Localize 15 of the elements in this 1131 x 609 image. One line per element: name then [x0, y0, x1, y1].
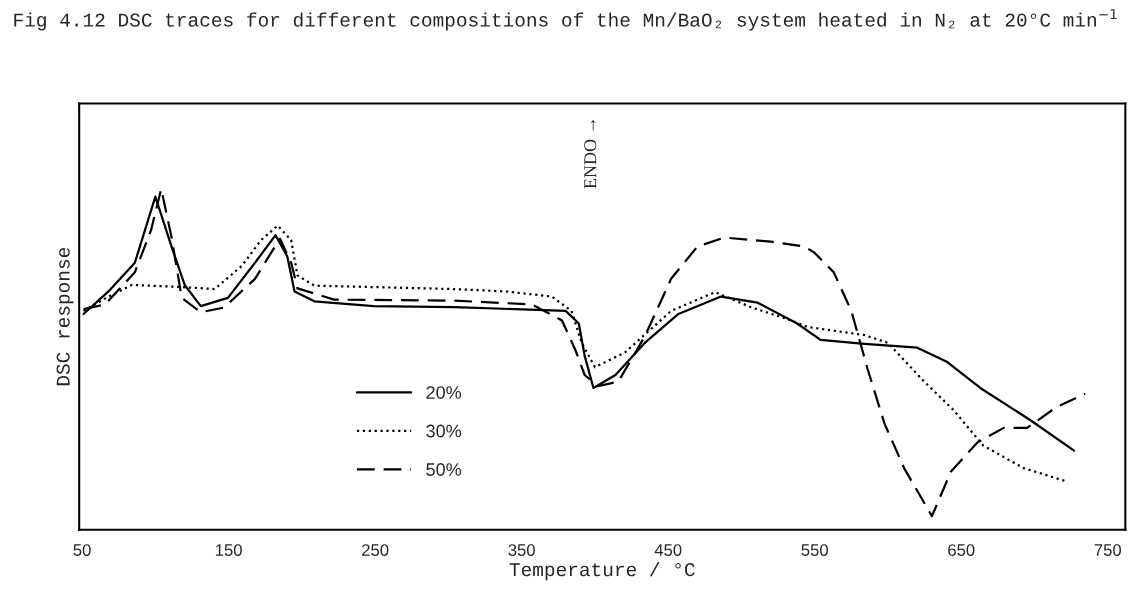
x-tick-label: 150	[215, 544, 242, 556]
x-tick-label: 750	[1094, 544, 1122, 556]
x-axis-title: Temperature / °C	[509, 562, 695, 581]
x-tick-label: 650	[948, 544, 975, 556]
legend-label: 20%	[426, 386, 462, 399]
y-axis-title: DSC response	[56, 247, 74, 386]
x-tick-label: 50	[73, 544, 91, 556]
legend-label: 50%	[426, 463, 462, 476]
legend-label: 30%	[426, 424, 462, 438]
x-tick-label: 250	[362, 544, 389, 556]
x-tick-label: 450	[654, 544, 682, 556]
x-tick-label: 550	[801, 544, 828, 556]
x-tick-label: 350	[508, 544, 535, 556]
text: ENDO →	[584, 120, 597, 189]
chart-title: Fig 4.12 DSC traces for different compositions of the Mn/BaO₂ system heated in N₂ at 20°C min$^{−1}$	[14, 9, 1117, 31]
